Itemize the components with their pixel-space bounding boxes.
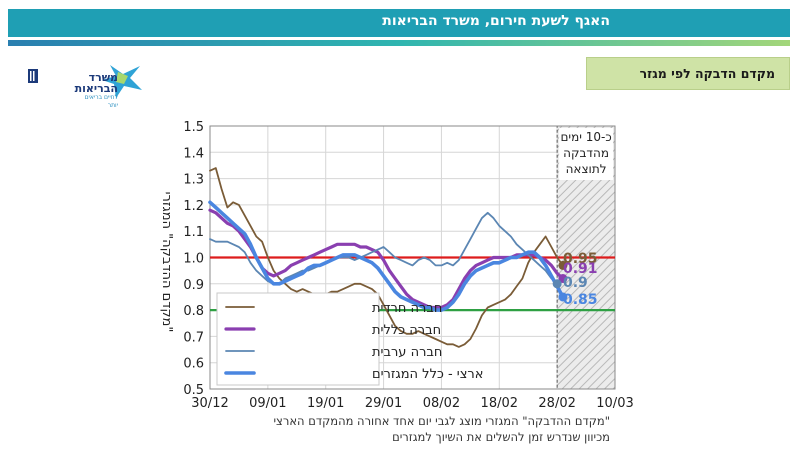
series-line-3 <box>208 200 565 312</box>
legend-box <box>216 292 380 386</box>
footnote-line-1: "מקדם ההדבקה" המגזרי מוצג לגבי יום אחד א… <box>273 414 610 428</box>
y-tick-label: 1.5 <box>183 120 204 135</box>
legend-label-1: חברה כללית <box>372 323 441 338</box>
series-line-1 <box>208 208 565 310</box>
y-tick-label: 0.7 <box>183 330 204 345</box>
y-tick-label: 0.5 <box>183 383 204 398</box>
x-tick-label: 29/01 <box>365 396 402 411</box>
logo-wordmark: משרד הבריאות לחיים בריאים יותר <box>74 72 118 110</box>
footnote-line-2: מכיוון שנדרש זמן להשלים את השיוך למגזרים <box>392 430 610 444</box>
x-tick-label: 09/01 <box>249 396 286 411</box>
legend-label-2: חברה ערבית <box>372 345 442 360</box>
legend-label-0: חברה חרדית <box>372 301 442 316</box>
x-tick-label: 08/02 <box>423 396 460 411</box>
logo-tagline: לחיים בריאים יותר <box>84 94 118 109</box>
logo-line-2: הבריאות <box>74 82 118 95</box>
header-bar: האגף לשעת חירום, משרד הבריאות <box>8 9 790 37</box>
series-end-marker-2 <box>552 279 562 289</box>
series-end-markers: 0.950.910.90.85 <box>552 251 598 308</box>
series-lines <box>208 167 565 348</box>
legend-label-3: ארצי - כלל המגזרים <box>372 367 483 382</box>
y-tick-label: 1.3 <box>183 173 204 188</box>
shaded-region-label-line: מהדבקה <box>563 146 609 160</box>
series-end-value-2: 0.9 <box>563 275 588 291</box>
header-accent-strip <box>8 40 790 46</box>
y-tick-label: 0.6 <box>183 357 204 372</box>
slide-title: מקדם הדבקה לפי מגזר <box>639 66 775 81</box>
series-end-marker-1 <box>558 274 568 284</box>
x-tick-label: 18/02 <box>481 396 518 411</box>
y-axis-label: "מקדם ההדבקה" המגזרי <box>159 192 174 333</box>
x-tick-label: 19/01 <box>307 396 344 411</box>
legend: חברה חרדית חברה כללית חברה ערבית ארצי - כלל… <box>216 292 483 386</box>
x-tick-label: 10/03 <box>596 396 633 411</box>
ministry-logo <box>28 65 142 98</box>
series-end-value-1: 0.91 <box>563 261 598 277</box>
header-title: האגף לשעת חירום, משרד הבריאות <box>382 13 610 29</box>
x-tick-label: 28/02 <box>538 396 575 411</box>
x-tick-label: 30/12 <box>191 396 228 411</box>
slide-title-box: מקדם הדבקה לפי מגזר <box>586 57 790 90</box>
y-tick-label: 1.2 <box>183 199 204 214</box>
series-line-2 <box>209 211 558 285</box>
y-tick-label: 0.9 <box>183 278 204 293</box>
series-line-0 <box>209 167 564 348</box>
logo-line-1: משרד <box>88 71 118 84</box>
shaded-region-label-line: לתוצאה <box>566 162 607 176</box>
series-end-value-3: 0.85 <box>563 292 598 308</box>
y-tick-label: 0.8 <box>183 304 204 319</box>
series-end-marker-0 <box>558 260 568 270</box>
series-end-marker-3 <box>558 292 568 302</box>
shaded-region-label-line: כ-10 ימים <box>560 130 611 144</box>
series-end-value-0: 0.95 <box>563 251 598 267</box>
y-tick-label: 1.4 <box>183 146 204 161</box>
y-tick-label: 1.0 <box>183 252 204 267</box>
y-tick-label: 1.1 <box>183 225 204 240</box>
shaded-region-label-bg <box>559 128 613 180</box>
